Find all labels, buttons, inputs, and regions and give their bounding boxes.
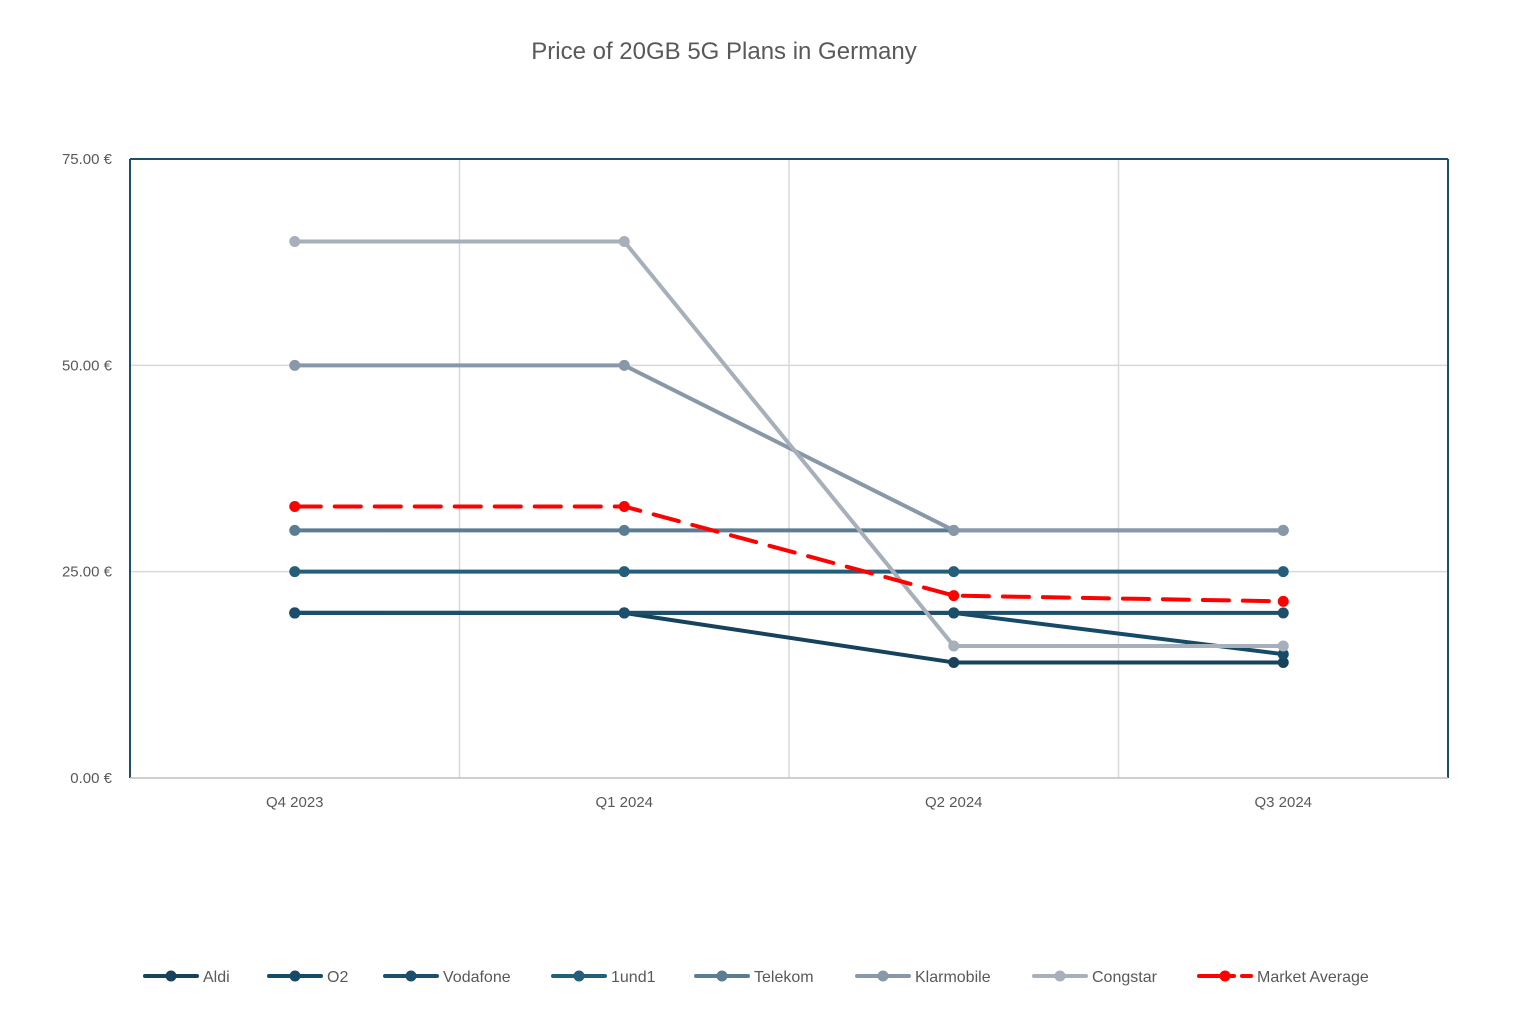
legend-marker [405, 970, 417, 982]
y-tick-label: 25.00 € [62, 564, 113, 581]
legend-item-telekom: Telekom [694, 969, 814, 986]
data-point [948, 566, 960, 578]
data-point [618, 566, 630, 578]
legend-marker [289, 970, 301, 982]
legend-label: Congstar [1092, 969, 1158, 986]
data-point [948, 656, 960, 668]
legend-item-aldi: Aldi [143, 969, 230, 986]
y-tick-label: 0.00 € [70, 770, 112, 787]
legend-item-market-average: Market Average [1197, 969, 1369, 986]
legend-marker [1054, 970, 1066, 982]
data-point [948, 524, 960, 536]
legend-item-o2: O2 [267, 969, 348, 986]
data-point [1277, 640, 1289, 652]
legend-label: Klarmobile [915, 969, 991, 986]
data-point [618, 607, 630, 619]
legend-label: 1und1 [611, 969, 656, 986]
x-tick-label: Q3 2024 [1254, 794, 1312, 811]
legend-item-1und1: 1und1 [551, 969, 656, 986]
data-point [289, 607, 301, 619]
series-congstar [289, 236, 1289, 652]
series-1und1 [289, 566, 1289, 578]
legend-item-klarmobile: Klarmobile [855, 969, 991, 986]
legend-marker [1219, 970, 1231, 982]
legend-label: O2 [327, 969, 348, 986]
gridlines [130, 159, 1448, 778]
legend-label: Market Average [1257, 969, 1369, 986]
data-point [618, 359, 630, 371]
legend-marker [165, 970, 177, 982]
series-lines [289, 236, 1289, 668]
x-tick-label: Q2 2024 [925, 794, 983, 811]
legend-item-congstar: Congstar [1032, 969, 1158, 986]
legend-marker [573, 970, 585, 982]
series-market-average [289, 500, 1289, 607]
legend-marker [877, 970, 889, 982]
data-point [289, 566, 301, 578]
y-tick-label: 50.00 € [62, 357, 113, 374]
data-point [618, 236, 630, 248]
series-line [292, 504, 1286, 604]
data-point [948, 607, 960, 619]
x-tick-label: Q1 2024 [595, 794, 653, 811]
series-vodafone [289, 607, 1289, 619]
data-point [289, 500, 301, 512]
axes: 0.00 € 25.00 € 50.00 € 75.00 € Q4 2023 Q1 202… [62, 151, 1449, 811]
legend-item-vodafone: Vodafone [383, 969, 511, 986]
data-point [948, 640, 960, 652]
x-tick-label: Q4 2023 [266, 794, 324, 811]
legend-label: Aldi [203, 969, 230, 986]
data-point [289, 359, 301, 371]
series-line [292, 239, 1286, 648]
data-point [1277, 524, 1289, 536]
legend-label: Telekom [754, 969, 814, 986]
legend: Aldi O2 Vodafone 1und1 Telekom Klarmobile Cong… [143, 969, 1369, 986]
data-point [1277, 656, 1289, 668]
data-point [1277, 607, 1289, 619]
data-point [1277, 648, 1289, 660]
y-tick-label: 75.00 € [62, 151, 113, 168]
data-point [618, 500, 630, 512]
legend-label: Vodafone [443, 969, 511, 986]
data-point [1277, 566, 1289, 578]
data-point [948, 590, 960, 602]
series-klarmobile [289, 359, 1289, 536]
chart-title: Price of 20GB 5G Plans in Germany [531, 38, 917, 65]
series-line [292, 363, 1286, 533]
data-point [618, 524, 630, 536]
data-point [289, 236, 301, 248]
legend-marker [716, 970, 728, 982]
data-point [1277, 595, 1289, 607]
data-point [289, 524, 301, 536]
